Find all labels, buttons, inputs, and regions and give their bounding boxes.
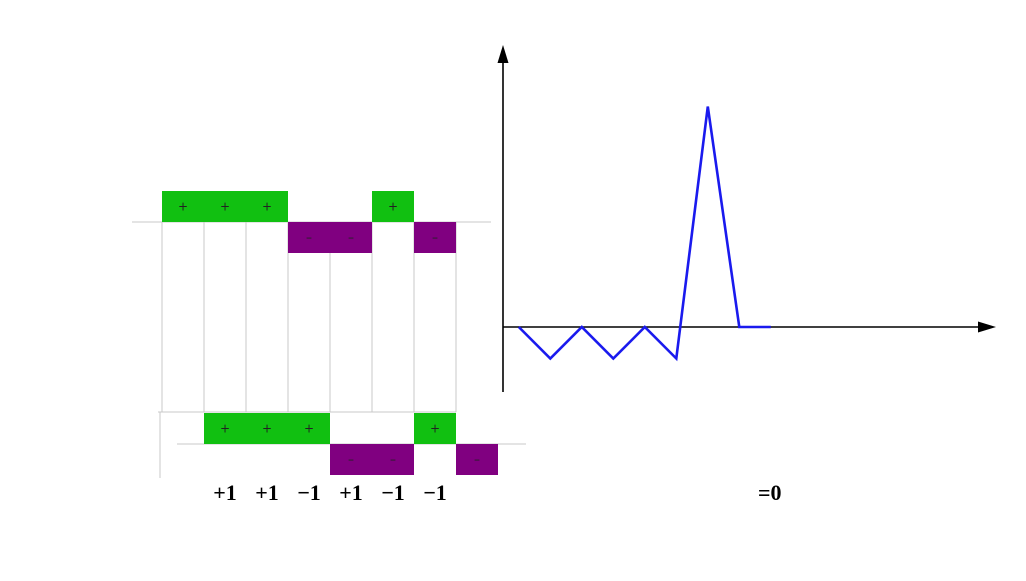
- top-chip-label: +: [220, 200, 230, 214]
- top-chip-positive: [162, 191, 204, 222]
- top-chip-label: +: [178, 200, 188, 214]
- top-chip-label: –: [432, 231, 438, 245]
- shifted-chip-negative: [372, 444, 414, 475]
- product-label: +1: [213, 480, 237, 505]
- x-axis-arrowhead: [978, 321, 996, 333]
- product-label: −1: [381, 480, 405, 505]
- shifted-chip-label: –: [474, 453, 480, 467]
- shifted-chip-negative: [456, 444, 498, 475]
- correlation-chart: [497, 45, 996, 392]
- shifted-chip-label: –: [390, 453, 396, 467]
- shifted-chip-label: +: [304, 422, 314, 436]
- top-chip-label: –: [348, 231, 354, 245]
- correlation-curve: [517, 106, 771, 362]
- top-chip-label: –: [306, 231, 312, 245]
- shifted-chip-label: +: [220, 422, 230, 436]
- result-label: =0: [758, 480, 782, 505]
- top-chip-positive: [372, 191, 414, 222]
- shifted-chip-positive: [414, 413, 456, 444]
- shifted-sequence: + + + – – + –: [204, 413, 498, 475]
- shifted-chip-positive: [288, 413, 330, 444]
- products-row: +1 +1 −1 +1 −1 −1: [213, 480, 447, 505]
- product-label: +1: [255, 480, 279, 505]
- top-chip-positive: [204, 191, 246, 222]
- top-chip-negative: [330, 222, 372, 253]
- top-chip-negative: [414, 222, 456, 253]
- top-sequence: + + + – – + –: [162, 191, 456, 253]
- top-chip-positive: [246, 191, 288, 222]
- product-label: −1: [423, 480, 447, 505]
- product-label: −1: [297, 480, 321, 505]
- shifted-chip-negative: [330, 444, 372, 475]
- shifted-chip-positive: [246, 413, 288, 444]
- top-chip-label: +: [262, 200, 272, 214]
- shifted-chip-positive: [204, 413, 246, 444]
- shifted-chip-label: +: [262, 422, 272, 436]
- shifted-chip-label: –: [348, 453, 354, 467]
- top-chip-label: +: [388, 200, 398, 214]
- y-axis-arrowhead: [497, 45, 509, 63]
- shifted-chip-label: +: [430, 422, 440, 436]
- product-label: +1: [339, 480, 363, 505]
- top-chip-negative: [288, 222, 330, 253]
